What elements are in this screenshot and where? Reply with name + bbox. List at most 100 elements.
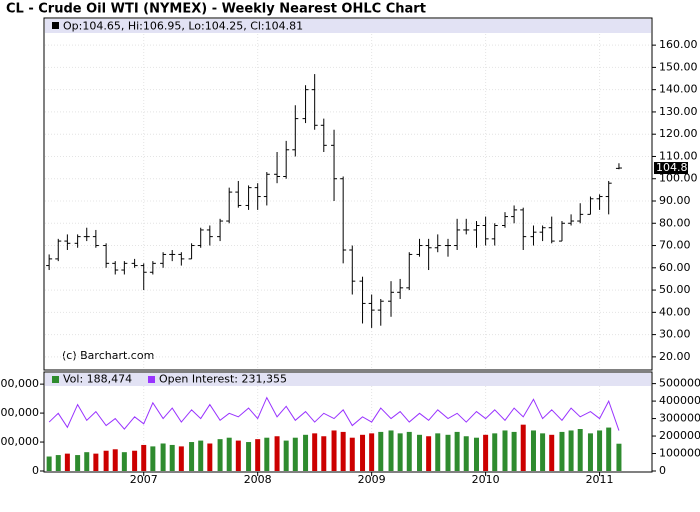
volume-bar: [169, 444, 175, 471]
volume-bar: [445, 434, 451, 471]
volume-bar: [46, 456, 52, 471]
volume-bar: [435, 433, 441, 471]
volume-bar: [463, 436, 469, 471]
legend-swatch: [52, 376, 59, 383]
volume-bar: [549, 434, 555, 471]
volume-bar: [492, 433, 498, 471]
legend-swatch: [52, 22, 59, 29]
volume-bar: [255, 439, 261, 471]
y-tick-label: 60.00: [659, 261, 691, 274]
volume-bar: [264, 437, 270, 471]
volume-bar: [417, 434, 423, 471]
volume-bar: [331, 430, 337, 471]
x-tick-label: 2009: [358, 473, 386, 486]
price-header: [45, 19, 651, 33]
volume-bar: [75, 455, 81, 471]
last-price: 104.81: [656, 161, 695, 174]
y-tick-label: 120.00: [659, 127, 698, 140]
y2-tick-label: 200000: [659, 429, 700, 442]
y-tick-label: 130.00: [659, 105, 698, 118]
x-tick-label: 2007: [130, 473, 158, 486]
chart-title: CL - Crude Oil WTI (NYMEX) - Weekly Near…: [6, 2, 426, 17]
volume-bar: [207, 443, 213, 471]
y-tick-label: 50.00: [659, 283, 691, 296]
volume-bar: [559, 431, 565, 471]
legend-swatch: [148, 376, 155, 383]
volume-bar: [454, 431, 460, 471]
volume-bar: [150, 446, 156, 471]
volume-bar: [103, 450, 109, 471]
volume-bar: [198, 440, 204, 471]
volume-bar: [577, 429, 583, 471]
volume-bar: [360, 434, 366, 471]
y-tick-label: 160.00: [659, 38, 698, 51]
volume-bar: [473, 437, 479, 471]
volume-bar: [121, 452, 127, 471]
x-tick-label: 2011: [586, 473, 614, 486]
y2-tick-label: 0: [659, 464, 666, 477]
volume-bar: [397, 433, 403, 471]
volume-bar: [426, 436, 432, 471]
volume-bar: [483, 434, 489, 471]
volume-bar: [340, 431, 346, 471]
volume-bar: [520, 424, 526, 471]
y-tick-label: 600,000: [0, 377, 39, 390]
volume-header: [45, 373, 651, 386]
legend-label: Vol: 188,474: [63, 373, 132, 386]
volume-bar: [530, 430, 536, 471]
volume-bar: [587, 433, 593, 471]
volume-bar: [132, 450, 138, 471]
volume-bar: [226, 437, 232, 471]
y-tick-label: 70.00: [659, 239, 691, 252]
x-tick-label: 2010: [472, 473, 500, 486]
y-tick-label: 80.00: [659, 216, 691, 229]
y-tick-label: 100.00: [659, 172, 698, 185]
volume-bar: [217, 439, 223, 471]
y-tick-label: 0: [32, 464, 39, 477]
volume-bar: [189, 442, 195, 471]
y2-tick-label: 400000: [659, 394, 700, 407]
y-tick-label: 150.00: [659, 60, 698, 73]
volume-bar: [349, 437, 355, 471]
volume-bar: [160, 443, 166, 471]
volume-bar: [84, 452, 90, 471]
y-tick-label: 40.00: [659, 305, 691, 318]
ohlc-label: Op:104.65, Hi:106.95, Lo:104.25, Cl:104.…: [63, 20, 303, 33]
volume-bar: [235, 440, 241, 471]
y-tick-label: 90.00: [659, 194, 691, 207]
volume-bar: [616, 443, 622, 471]
y-tick-label: 20.00: [659, 350, 691, 363]
volume-bar: [369, 433, 375, 471]
volume-bar: [112, 449, 118, 471]
volume-bar: [511, 431, 517, 471]
last-price-box: [654, 162, 688, 175]
volume-bar: [378, 431, 384, 471]
y2-tick-label: 500000: [659, 377, 700, 390]
volume-bar: [55, 455, 61, 471]
volume-bar: [246, 442, 252, 471]
y-tick-label: 140.00: [659, 83, 698, 96]
y-tick-label: 110.00: [659, 149, 698, 162]
x-tick-label: 2008: [244, 473, 272, 486]
volume-bar: [388, 430, 394, 471]
y2-tick-label: 100000: [659, 447, 700, 460]
y2-tick-label: 300000: [659, 412, 700, 425]
volume-bar: [292, 437, 298, 471]
volume-bar: [312, 433, 318, 471]
volume-bar: [597, 430, 603, 471]
volume-bar: [568, 430, 574, 471]
volume-bar: [178, 446, 184, 471]
volume-bar: [141, 444, 147, 471]
y-tick-label: 200,000: [0, 435, 39, 448]
volume-bar: [606, 427, 612, 471]
volume-bar: [540, 433, 546, 471]
legend-label: Open Interest: 231,355: [159, 373, 287, 386]
volume-bar: [303, 434, 309, 471]
y-tick-label: 30.00: [659, 328, 691, 341]
volume-bar: [93, 453, 99, 471]
volume-bar: [283, 440, 289, 471]
volume-bar: [321, 436, 327, 471]
volume-bar: [64, 453, 70, 471]
copyright: (c) Barchart.com: [62, 349, 154, 362]
